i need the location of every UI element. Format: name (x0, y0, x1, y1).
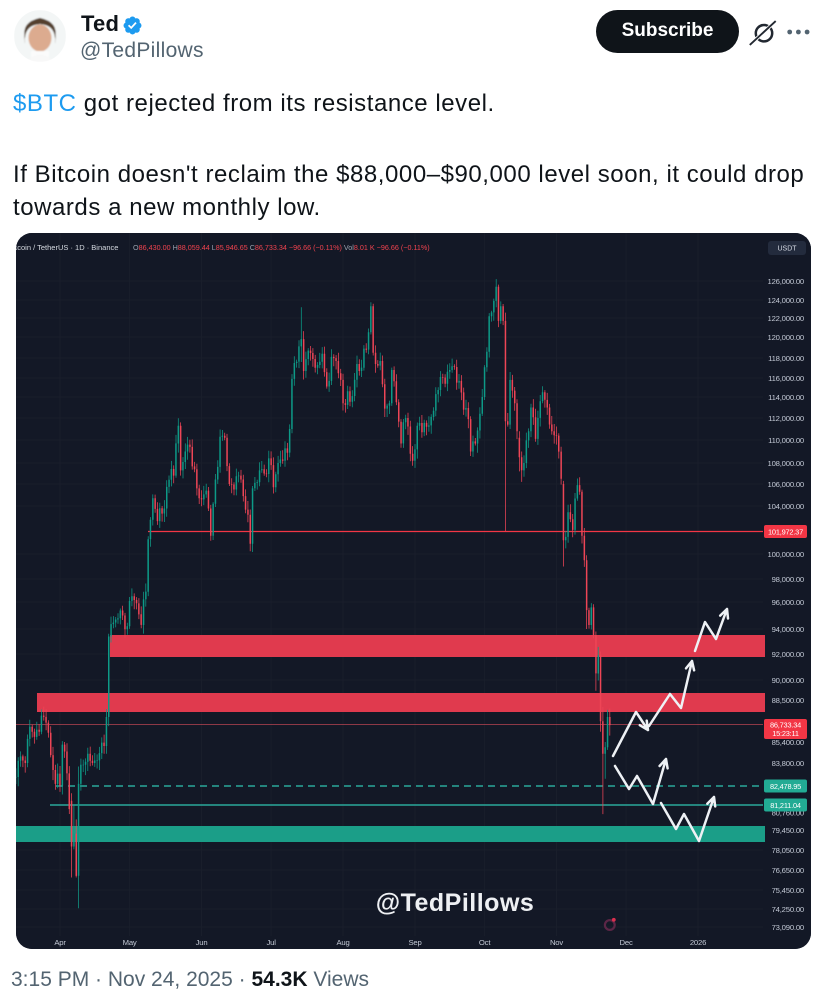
svg-text:Bitcoin / TetherUS · 1D · Bina: Bitcoin / TetherUS · 1D · Binance (16, 243, 118, 252)
svg-text:85,400.00: 85,400.00 (772, 738, 804, 747)
svg-text:106,000.00: 106,000.00 (768, 480, 804, 489)
svg-text:15:23:11: 15:23:11 (772, 729, 799, 738)
svg-text:96,000.00: 96,000.00 (772, 598, 804, 607)
svg-text:Aug: Aug (336, 938, 349, 947)
svg-text:88,500.00: 88,500.00 (772, 696, 804, 705)
svg-text:75,450.00: 75,450.00 (772, 886, 804, 895)
svg-text:81,211.04: 81,211.04 (770, 801, 801, 810)
svg-text:124,000.00: 124,000.00 (768, 296, 804, 305)
svg-text:98,000.00: 98,000.00 (772, 575, 804, 584)
svg-text:118,000.00: 118,000.00 (768, 354, 804, 363)
svg-text:104,000.00: 104,000.00 (768, 502, 804, 511)
svg-text:Sep: Sep (408, 938, 421, 947)
svg-text:120,000.00: 120,000.00 (768, 333, 804, 342)
svg-text:92,000.00: 92,000.00 (772, 650, 804, 659)
svg-text:76,650.00: 76,650.00 (772, 866, 804, 875)
svg-text:@TedPillows: @TedPillows (376, 889, 535, 917)
svg-text:May: May (123, 938, 137, 947)
svg-text:112,000.00: 112,000.00 (768, 414, 804, 423)
svg-text:86,733.34: 86,733.34 (770, 721, 801, 730)
svg-text:Oct: Oct (479, 938, 491, 947)
svg-text:78,050.00: 78,050.00 (772, 846, 804, 855)
svg-text:2026: 2026 (690, 938, 706, 947)
svg-text:USDT: USDT (777, 246, 797, 253)
svg-text:80,760.00: 80,760.00 (772, 809, 804, 818)
svg-text:Nov: Nov (550, 938, 563, 947)
svg-text:73,090.00: 73,090.00 (772, 923, 804, 932)
svg-text:O86,430.00 H88,059.44 L85,946.: O86,430.00 H88,059.44 L85,946.65 C86,733… (133, 243, 430, 252)
svg-text:94,000.00: 94,000.00 (772, 625, 804, 634)
svg-text:90,000.00: 90,000.00 (772, 676, 804, 685)
svg-text:116,000.00: 116,000.00 (768, 374, 804, 383)
svg-text:101,972.37: 101,972.37 (768, 528, 803, 537)
svg-text:100,000.00: 100,000.00 (768, 550, 804, 559)
svg-text:110,000.00: 110,000.00 (768, 436, 804, 445)
svg-text:114,000.00: 114,000.00 (768, 393, 804, 402)
svg-text:Dec: Dec (620, 938, 633, 947)
svg-text:Jul: Jul (266, 938, 276, 947)
svg-text:Jun: Jun (196, 938, 208, 947)
svg-text:79,450.00: 79,450.00 (772, 826, 804, 835)
svg-text:108,000.00: 108,000.00 (768, 459, 804, 468)
svg-text:83,800.00: 83,800.00 (772, 759, 804, 768)
svg-text:Apr: Apr (54, 938, 66, 947)
svg-text:126,000.00: 126,000.00 (768, 277, 804, 286)
svg-text:122,000.00: 122,000.00 (768, 314, 804, 323)
svg-text:82,478.95: 82,478.95 (770, 782, 801, 791)
svg-text:74,250.00: 74,250.00 (772, 905, 804, 914)
